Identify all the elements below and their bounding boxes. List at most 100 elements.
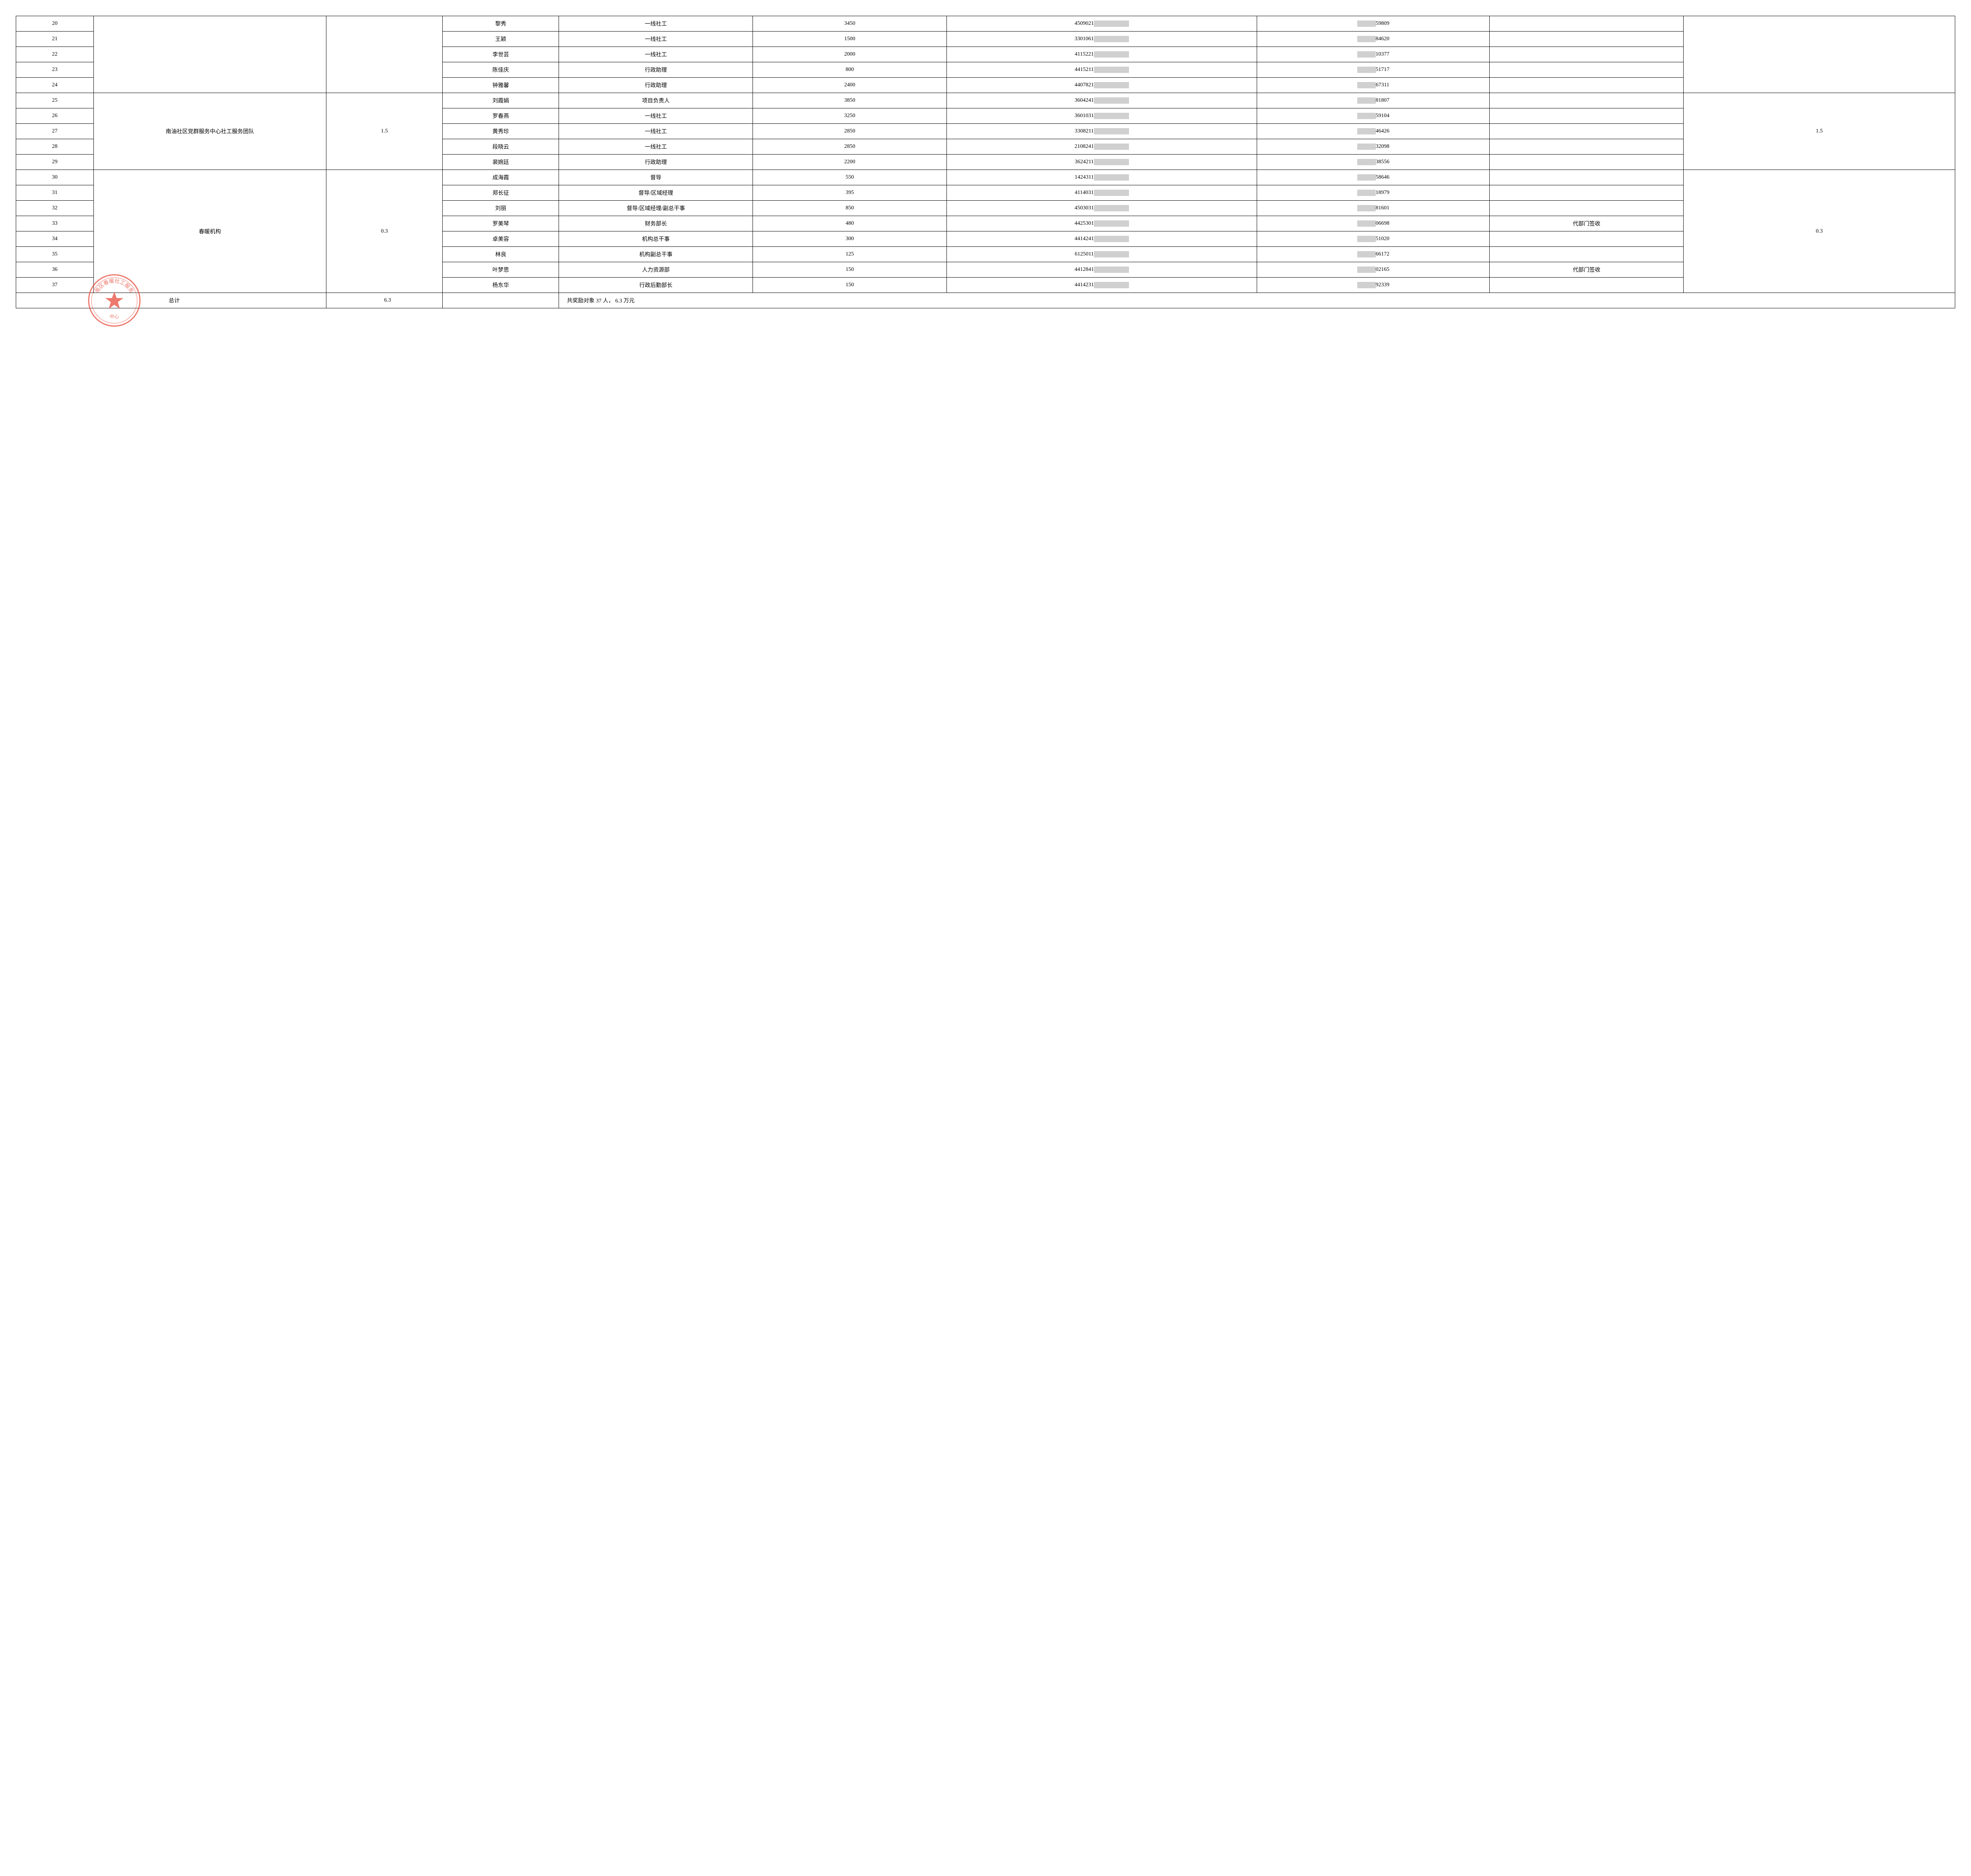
cell-role: 督导/区域经理/副总干事 xyxy=(559,201,753,216)
cell-role: 一线社工 xyxy=(559,124,753,139)
id-prefix: 3624211 xyxy=(1075,159,1094,165)
id-prefix: 3301061 xyxy=(1075,36,1094,42)
cell-role: 一线社工 xyxy=(559,108,753,124)
cell-phone: 1████32098 xyxy=(1257,139,1490,155)
cell-name: 裴婉廷 xyxy=(443,155,559,170)
cell-note xyxy=(1490,47,1684,62)
cell-seq: 25 xyxy=(16,93,94,108)
phone-suffix: 10377 xyxy=(1376,51,1390,57)
cell-ratio xyxy=(326,16,443,93)
cell-name: 刘丽 xyxy=(443,201,559,216)
cell-id: 4115221█████████ xyxy=(947,47,1257,62)
cell-name: 钟雅馨 xyxy=(443,78,559,93)
phone-prefix-mask: 1████ xyxy=(1357,159,1376,165)
phone-prefix-mask: 1████ xyxy=(1357,205,1376,211)
cell-seq: 23 xyxy=(16,62,94,78)
cell-id: 3604241█████████ xyxy=(947,93,1257,108)
cell-phone: 1████58646 xyxy=(1257,170,1490,185)
cell-phone: 1████06698 xyxy=(1257,216,1490,231)
cell-role: 财务部长 xyxy=(559,216,753,231)
table-container: 20黎秀一线社工34504509021█████████1████5980921… xyxy=(16,16,1955,308)
id-prefix: 4414241 xyxy=(1075,236,1094,242)
cell-phone: 1████81807 xyxy=(1257,93,1490,108)
cell-role: 行政助理 xyxy=(559,78,753,93)
cell-note xyxy=(1490,170,1684,185)
phone-suffix: 67311 xyxy=(1376,82,1389,88)
phone-prefix-mask: 1████ xyxy=(1357,267,1376,273)
cell-phone: 1████81601 xyxy=(1257,201,1490,216)
phone-suffix: 46426 xyxy=(1376,128,1390,134)
phone-prefix-mask: 1████ xyxy=(1357,97,1376,104)
cell-seq: 22 xyxy=(16,47,94,62)
cell-id: 4414231█████████ xyxy=(947,278,1257,293)
phone-prefix-mask: 1████ xyxy=(1357,190,1376,196)
summary-ratio: 6.3 xyxy=(326,293,443,308)
cell-team xyxy=(93,16,326,93)
cell-id: 4412841█████████ xyxy=(947,262,1257,278)
id-prefix: 4414231 xyxy=(1075,282,1094,288)
phone-suffix: 59104 xyxy=(1376,113,1390,119)
cell-id: 3301061█████████ xyxy=(947,32,1257,47)
phone-suffix: 51717 xyxy=(1376,67,1390,73)
cell-amount: 125 xyxy=(753,247,947,262)
cell-phone: 1████84620 xyxy=(1257,32,1490,47)
cell-amount: 2400 xyxy=(753,78,947,93)
cell-name: 罗美琴 xyxy=(443,216,559,231)
cell-phone: 1████51717 xyxy=(1257,62,1490,78)
cell-amount: 150 xyxy=(753,262,947,278)
id-prefix: 4503031 xyxy=(1075,205,1094,211)
phone-suffix: 32098 xyxy=(1376,144,1390,149)
cell-phone: 1████66172 xyxy=(1257,247,1490,262)
cell-note xyxy=(1490,108,1684,124)
id-mask: █████████ xyxy=(1094,267,1129,273)
id-prefix: 1424311 xyxy=(1075,174,1094,180)
cell-role: 督导 xyxy=(559,170,753,185)
phone-suffix: 51020 xyxy=(1376,236,1390,242)
summary-blank xyxy=(443,293,559,308)
cell-phone: 1████10377 xyxy=(1257,47,1490,62)
phone-prefix-mask: 1████ xyxy=(1357,282,1376,288)
cell-note xyxy=(1490,78,1684,93)
id-prefix: 4425301 xyxy=(1075,220,1094,226)
phone-prefix-mask: 1████ xyxy=(1357,36,1376,42)
cell-name: 卓美容 xyxy=(443,231,559,247)
id-mask: █████████ xyxy=(1094,282,1129,288)
cell-note xyxy=(1490,62,1684,78)
cell-amount: 2200 xyxy=(753,155,947,170)
cell-amount: 480 xyxy=(753,216,947,231)
cell-ratio: 0.3 xyxy=(326,170,443,293)
cell-name: 黄秀珍 xyxy=(443,124,559,139)
cell-amount: 550 xyxy=(753,170,947,185)
cell-amount: 2000 xyxy=(753,47,947,62)
table-row: 25南油社区党群服务中心社工服务团队1.5刘霞娟项目负责人38503604241… xyxy=(16,93,1955,108)
phone-prefix-mask: 1████ xyxy=(1357,174,1376,181)
cell-amount: 2850 xyxy=(753,124,947,139)
cell-note xyxy=(1490,124,1684,139)
cell-ratio2: 1.5 xyxy=(1684,93,1955,170)
cell-role: 人力资源部 xyxy=(559,262,753,278)
cell-phone: 1████18979 xyxy=(1257,185,1490,201)
phone-prefix-mask: 1████ xyxy=(1357,67,1376,73)
cell-amount: 300 xyxy=(753,231,947,247)
id-prefix: 3604241 xyxy=(1075,97,1094,103)
cell-phone: 1████02165 xyxy=(1257,262,1490,278)
id-mask: █████████ xyxy=(1094,21,1129,27)
cell-id: 3601031█████████ xyxy=(947,108,1257,124)
phone-prefix-mask: 1████ xyxy=(1357,82,1376,88)
cell-seq: 29 xyxy=(16,155,94,170)
phone-prefix-mask: 1████ xyxy=(1357,128,1376,134)
cell-note xyxy=(1490,247,1684,262)
cell-id: 4425301█████████ xyxy=(947,216,1257,231)
cell-seq: 33 xyxy=(16,216,94,231)
cell-phone: 1████38556 xyxy=(1257,155,1490,170)
cell-note xyxy=(1490,93,1684,108)
cell-phone: 1████92339 xyxy=(1257,278,1490,293)
phone-prefix-mask: 1████ xyxy=(1357,144,1376,150)
cell-role: 一线社工 xyxy=(559,139,753,155)
cell-phone: 1████46426 xyxy=(1257,124,1490,139)
cell-note xyxy=(1490,139,1684,155)
id-mask: █████████ xyxy=(1094,67,1129,73)
id-mask: █████████ xyxy=(1094,205,1129,211)
summary-row: 总计6.3共奖励对象 37 人， 6.3 万元 xyxy=(16,293,1955,308)
cell-id: 4503031█████████ xyxy=(947,201,1257,216)
